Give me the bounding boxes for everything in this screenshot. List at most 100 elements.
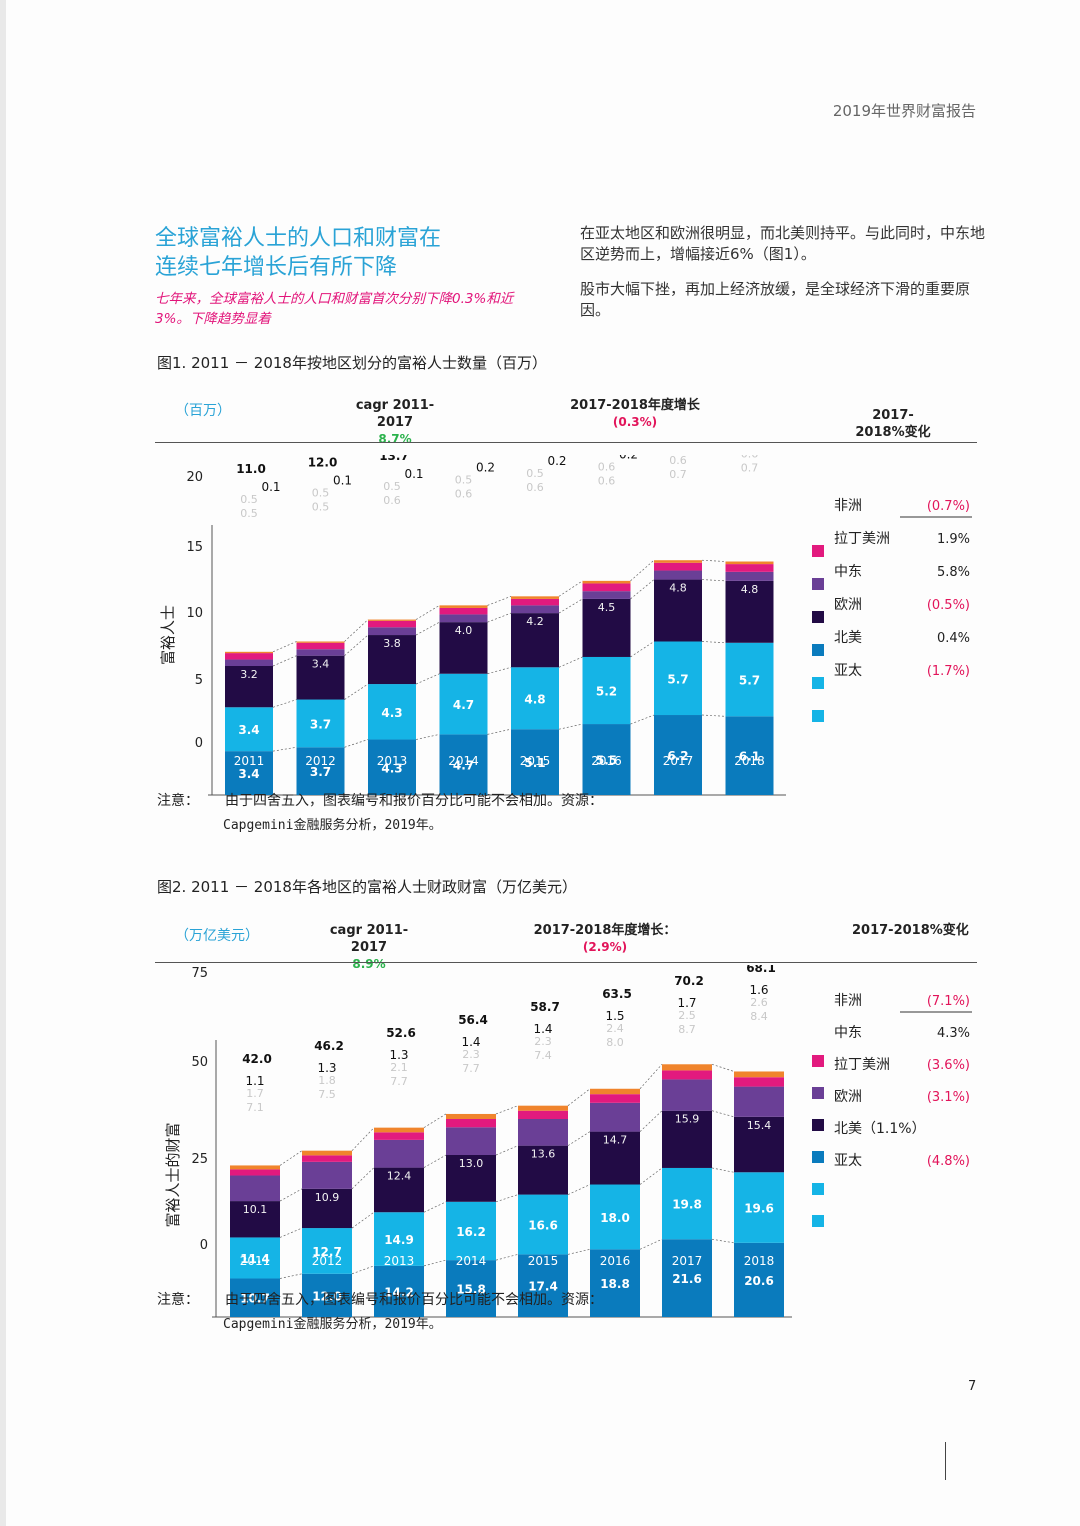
mideast-value-label: 0.6 xyxy=(383,494,401,507)
bar-segment xyxy=(725,571,774,581)
bar-segment xyxy=(302,1155,352,1162)
bar-total-label: 58.7 xyxy=(530,1000,560,1014)
bar-segment xyxy=(296,699,345,748)
latam-value-label: 0.6 xyxy=(598,461,616,474)
connector-line xyxy=(487,728,512,735)
cagr-value: 8.7% xyxy=(378,432,412,446)
bar-total-label: 12.0 xyxy=(308,456,338,470)
connector-line xyxy=(344,683,369,700)
y-tick-label: 25 xyxy=(191,1152,208,1167)
bar-segment xyxy=(374,1132,424,1140)
segment-label: 4.3 xyxy=(381,706,402,720)
legend-swatch xyxy=(812,1183,824,1195)
segment-label: 4.7 xyxy=(453,759,474,773)
mideast-value-label: 8.7 xyxy=(678,1023,696,1036)
x-tick-label: 2011 xyxy=(234,754,265,768)
page-number: 7 xyxy=(968,1379,977,1394)
segment-label: 14.9 xyxy=(384,1233,414,1247)
bar-total-label: 52.6 xyxy=(386,1026,416,1040)
bar-segment xyxy=(590,1131,640,1185)
legend-swatch xyxy=(812,644,824,656)
x-tick-label: 2013 xyxy=(377,754,408,768)
bar-segment xyxy=(368,619,416,621)
legend-change-value: (3.6%) xyxy=(927,1058,970,1073)
figure-1-rule xyxy=(155,442,977,443)
y-tick-label: 15 xyxy=(186,540,203,555)
europe-value-label: 15.4 xyxy=(747,1119,772,1132)
bar-segment xyxy=(511,598,559,606)
africa-value-label: 0.1 xyxy=(333,474,352,488)
note-source: Capgemini金融服务分析，2019年。 xyxy=(223,1317,442,1332)
segment-label: 19.6 xyxy=(744,1202,774,1216)
note-text: 由于四舍五入，图表编号和报价百分比可能不会相加。资源： xyxy=(225,1292,603,1308)
segment-label: 16.6 xyxy=(528,1218,558,1232)
legend-change-value: 5.8% xyxy=(937,565,970,580)
bar-segment xyxy=(439,614,488,623)
connector-line xyxy=(487,596,512,606)
mideast-value-label: 0.6 xyxy=(455,488,473,501)
x-tick-label: 2017 xyxy=(663,754,694,768)
subheading-line-2: 3%。下降趋势显着 xyxy=(155,311,271,327)
bar-segment xyxy=(590,1088,640,1095)
connector-line xyxy=(495,1254,519,1261)
bar-segment xyxy=(662,1167,712,1240)
latam-value-label: 1.8 xyxy=(318,1074,336,1087)
connector-line xyxy=(567,1248,591,1255)
connector-line xyxy=(415,605,440,620)
latam-value-label: 2.1 xyxy=(390,1061,408,1074)
bar-total-label: 63.5 xyxy=(602,987,632,1001)
y-tick-label: 10 xyxy=(186,606,203,621)
connector-line xyxy=(344,619,369,642)
mideast-value-label: 8.0 xyxy=(606,1036,624,1049)
legend-change-value: 0.4% xyxy=(937,631,970,646)
bar-segment xyxy=(446,1127,496,1155)
bar-segment xyxy=(734,1071,784,1078)
latam-value-label: 2.3 xyxy=(462,1048,480,1061)
africa-value-label: 0.2 xyxy=(547,455,566,468)
bar-total-label: 68.1 xyxy=(746,965,776,975)
legend-label: 中东 xyxy=(834,564,862,580)
connector-line xyxy=(639,1064,663,1089)
bar-segment xyxy=(302,1188,352,1229)
figure-2-title: 图2. 2011 － 2018年各地区的富裕人士财政财富（万亿美元） xyxy=(157,878,577,896)
segment-label: 18.8 xyxy=(600,1277,630,1291)
legend-change-value: (3.1%) xyxy=(927,1090,970,1105)
connector-line xyxy=(272,655,297,667)
connector-line xyxy=(701,714,726,717)
y-tick-label: 20 xyxy=(186,470,203,485)
section-subheading: 七年来，全球富裕人士的人口和财富首次分别下降0.3%和近 3%。下降趋势显着 xyxy=(155,289,555,329)
bar-segment xyxy=(225,659,273,666)
bar-segment xyxy=(511,667,559,730)
x-tick-label: 2014 xyxy=(448,754,479,768)
bar-segment xyxy=(302,1228,352,1274)
bar-segment xyxy=(230,1165,280,1170)
bar-segment xyxy=(302,1273,352,1317)
latam-value-label: 2.5 xyxy=(678,1009,696,1022)
bar-segment xyxy=(725,716,774,795)
y-axis-label: 富裕人士的财富 xyxy=(164,1122,182,1227)
legend-swatch xyxy=(812,1215,824,1227)
europe-value-label: 3.4 xyxy=(312,658,330,671)
segment-label: 12.7 xyxy=(312,1245,342,1259)
bar-segment xyxy=(439,607,488,615)
x-tick-label: 2011 xyxy=(240,1254,271,1268)
africa-value-label: 1.5 xyxy=(605,1009,624,1023)
legend-swatch xyxy=(812,611,824,623)
bar-segment xyxy=(374,1127,424,1133)
segment-label: 14.2 xyxy=(384,1285,414,1299)
legend-swatch xyxy=(812,1087,824,1099)
bar-segment xyxy=(446,1201,496,1261)
connector-line xyxy=(272,641,297,653)
bar-segment xyxy=(368,739,416,795)
growth-value: (0.3%) xyxy=(612,415,658,429)
europe-value-label: 4.8 xyxy=(741,583,759,596)
legend-change-value: (1.7%) xyxy=(927,664,970,679)
connector-line xyxy=(351,1127,375,1151)
x-tick-label: 2014 xyxy=(456,1254,487,1268)
connector-line xyxy=(558,656,583,668)
bar-segment xyxy=(582,583,631,592)
bar-segment xyxy=(368,684,416,740)
bar-segment xyxy=(725,561,774,565)
connector-line xyxy=(487,666,512,675)
segment-label: 6.2 xyxy=(667,749,688,763)
